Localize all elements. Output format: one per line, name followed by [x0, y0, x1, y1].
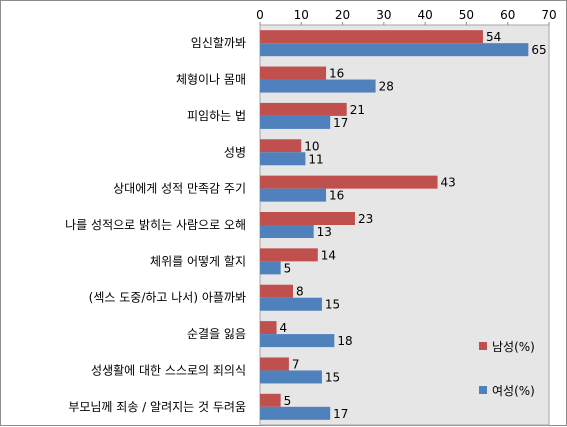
- bar-male: [260, 102, 347, 116]
- data-label: 11: [308, 152, 323, 166]
- category-label: 상대에게 성적 만족감 주기: [113, 182, 246, 196]
- bar-female: [260, 43, 529, 57]
- category-label: 순결을 잃음: [187, 327, 246, 341]
- bar-female: [260, 406, 331, 420]
- bar-female: [260, 115, 331, 129]
- x-axis-ticks: 0 10 20 30 40 50 60 70: [256, 8, 557, 25]
- category-label: 체위를 어떻게 할지: [150, 254, 246, 268]
- data-label: 10: [304, 139, 319, 153]
- data-label: 18: [337, 334, 352, 348]
- category-label: 임신할까봐: [191, 36, 246, 50]
- data-label: 4: [280, 321, 288, 335]
- data-label: 16: [329, 189, 344, 203]
- data-label: 5: [284, 261, 292, 275]
- data-label: 13: [317, 225, 332, 239]
- data-label: 7: [292, 357, 300, 371]
- bar-male: [260, 30, 483, 44]
- bar-male: [260, 284, 294, 298]
- x-tick-label: 40: [418, 8, 433, 22]
- data-label: 8: [296, 285, 304, 299]
- x-tick-label: 10: [294, 8, 309, 22]
- bar-male: [260, 212, 355, 225]
- bar-male: [260, 321, 277, 335]
- data-label: 23: [358, 212, 373, 226]
- data-label: 65: [531, 43, 546, 57]
- bar-female: [260, 297, 322, 311]
- bar-male: [260, 393, 281, 407]
- legend-label: 여성(%): [492, 384, 535, 398]
- category-label: 체형이나 몸매: [176, 73, 246, 87]
- bar-male: [260, 357, 289, 371]
- data-label: 54: [486, 30, 501, 44]
- bar-female: [260, 261, 281, 275]
- category-label: (섹스 도중/하고 나서) 아플까봐: [89, 291, 246, 305]
- bar-male: [260, 66, 327, 80]
- bar-female: [260, 152, 306, 166]
- legend: 남성(%) 여성(%): [479, 340, 535, 398]
- x-tick-label: 60: [500, 8, 515, 22]
- category-label: 피임하는 법: [187, 109, 246, 123]
- data-label: 15: [325, 370, 340, 384]
- bar-male: [260, 248, 318, 262]
- data-label: 43: [441, 176, 456, 190]
- data-label: 17: [333, 407, 348, 421]
- bars: [260, 30, 529, 420]
- legend-swatch: [479, 342, 487, 350]
- category-label: 나를 성적으로 밝히는 사람으로 오해: [65, 218, 246, 232]
- bar-female: [260, 79, 376, 93]
- bar-female: [260, 370, 322, 384]
- x-tick-label: 50: [459, 8, 474, 22]
- bar-male: [260, 175, 438, 189]
- bar-female: [260, 188, 327, 202]
- data-label: 21: [350, 103, 365, 117]
- data-label: 17: [333, 116, 348, 130]
- x-tick-label: 0: [256, 8, 264, 22]
- data-label: 15: [325, 298, 340, 312]
- legend-label: 남성(%): [492, 340, 535, 354]
- data-label: 5: [284, 394, 292, 408]
- bar-female: [260, 225, 314, 238]
- x-tick-label: 70: [541, 8, 556, 22]
- category-label: 부모님께 죄송 / 알려지는 것 두려움: [68, 400, 246, 414]
- legend-swatch: [479, 386, 487, 394]
- x-tick-label: 30: [376, 8, 391, 22]
- category-label: 성생활에 대한 스스로의 죄의식: [91, 363, 246, 377]
- bar-female: [260, 334, 335, 348]
- data-label: 28: [379, 80, 394, 94]
- data-label: 16: [329, 67, 344, 81]
- bar-male: [260, 139, 302, 153]
- category-label: 성병: [224, 145, 246, 159]
- data-label: 14: [321, 248, 336, 262]
- x-tick-label: 20: [335, 8, 350, 22]
